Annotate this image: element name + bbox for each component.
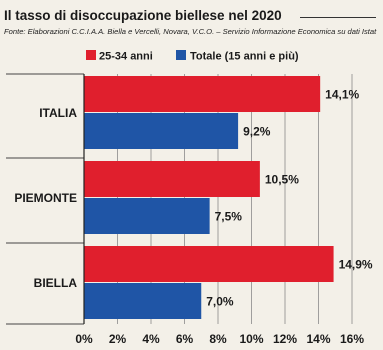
legend-swatch-1 bbox=[86, 50, 96, 60]
source-note: Fonte: Elaborazioni C.C.I.A.A. Biella e … bbox=[4, 27, 377, 36]
bar-value-label: 9,2% bbox=[243, 125, 271, 139]
x-tick-label: 2% bbox=[109, 332, 127, 346]
bar-value-label: 10,5% bbox=[265, 173, 299, 187]
category-label: PIEMONTE bbox=[14, 191, 77, 205]
bar-value-label: 14,1% bbox=[325, 88, 359, 102]
category-label: ITALIA bbox=[39, 106, 77, 120]
bar-value-label: 7,5% bbox=[215, 210, 243, 224]
x-tick-label: 12% bbox=[273, 332, 297, 346]
x-tick-label: 10% bbox=[239, 332, 263, 346]
chart-title: Il tasso di disoccupazione biellese nel … bbox=[4, 8, 282, 23]
legend-label-1: 25-34 anni bbox=[99, 51, 153, 63]
bar-piemonte-2 bbox=[84, 198, 210, 234]
category-label: BIELLA bbox=[34, 276, 78, 290]
bar-italia-2 bbox=[84, 113, 239, 149]
bar-italia-1 bbox=[84, 76, 321, 112]
x-tick-label: 0% bbox=[75, 332, 93, 346]
bar-biella-1 bbox=[84, 246, 334, 282]
x-tick-label: 4% bbox=[142, 332, 160, 346]
x-tick-label: 16% bbox=[340, 332, 364, 346]
bar-biella-2 bbox=[84, 283, 202, 319]
x-tick-label: 8% bbox=[209, 332, 227, 346]
x-tick-label: 14% bbox=[306, 332, 330, 346]
bar-value-label: 14,9% bbox=[339, 258, 373, 272]
legend-label-2: Totale (15 anni e più) bbox=[190, 51, 299, 63]
title-rule bbox=[300, 17, 376, 18]
bar-piemonte-1 bbox=[84, 161, 260, 197]
x-tick-label: 6% bbox=[176, 332, 194, 346]
bar-value-label: 7,0% bbox=[206, 295, 234, 309]
legend-swatch-2 bbox=[176, 50, 186, 60]
